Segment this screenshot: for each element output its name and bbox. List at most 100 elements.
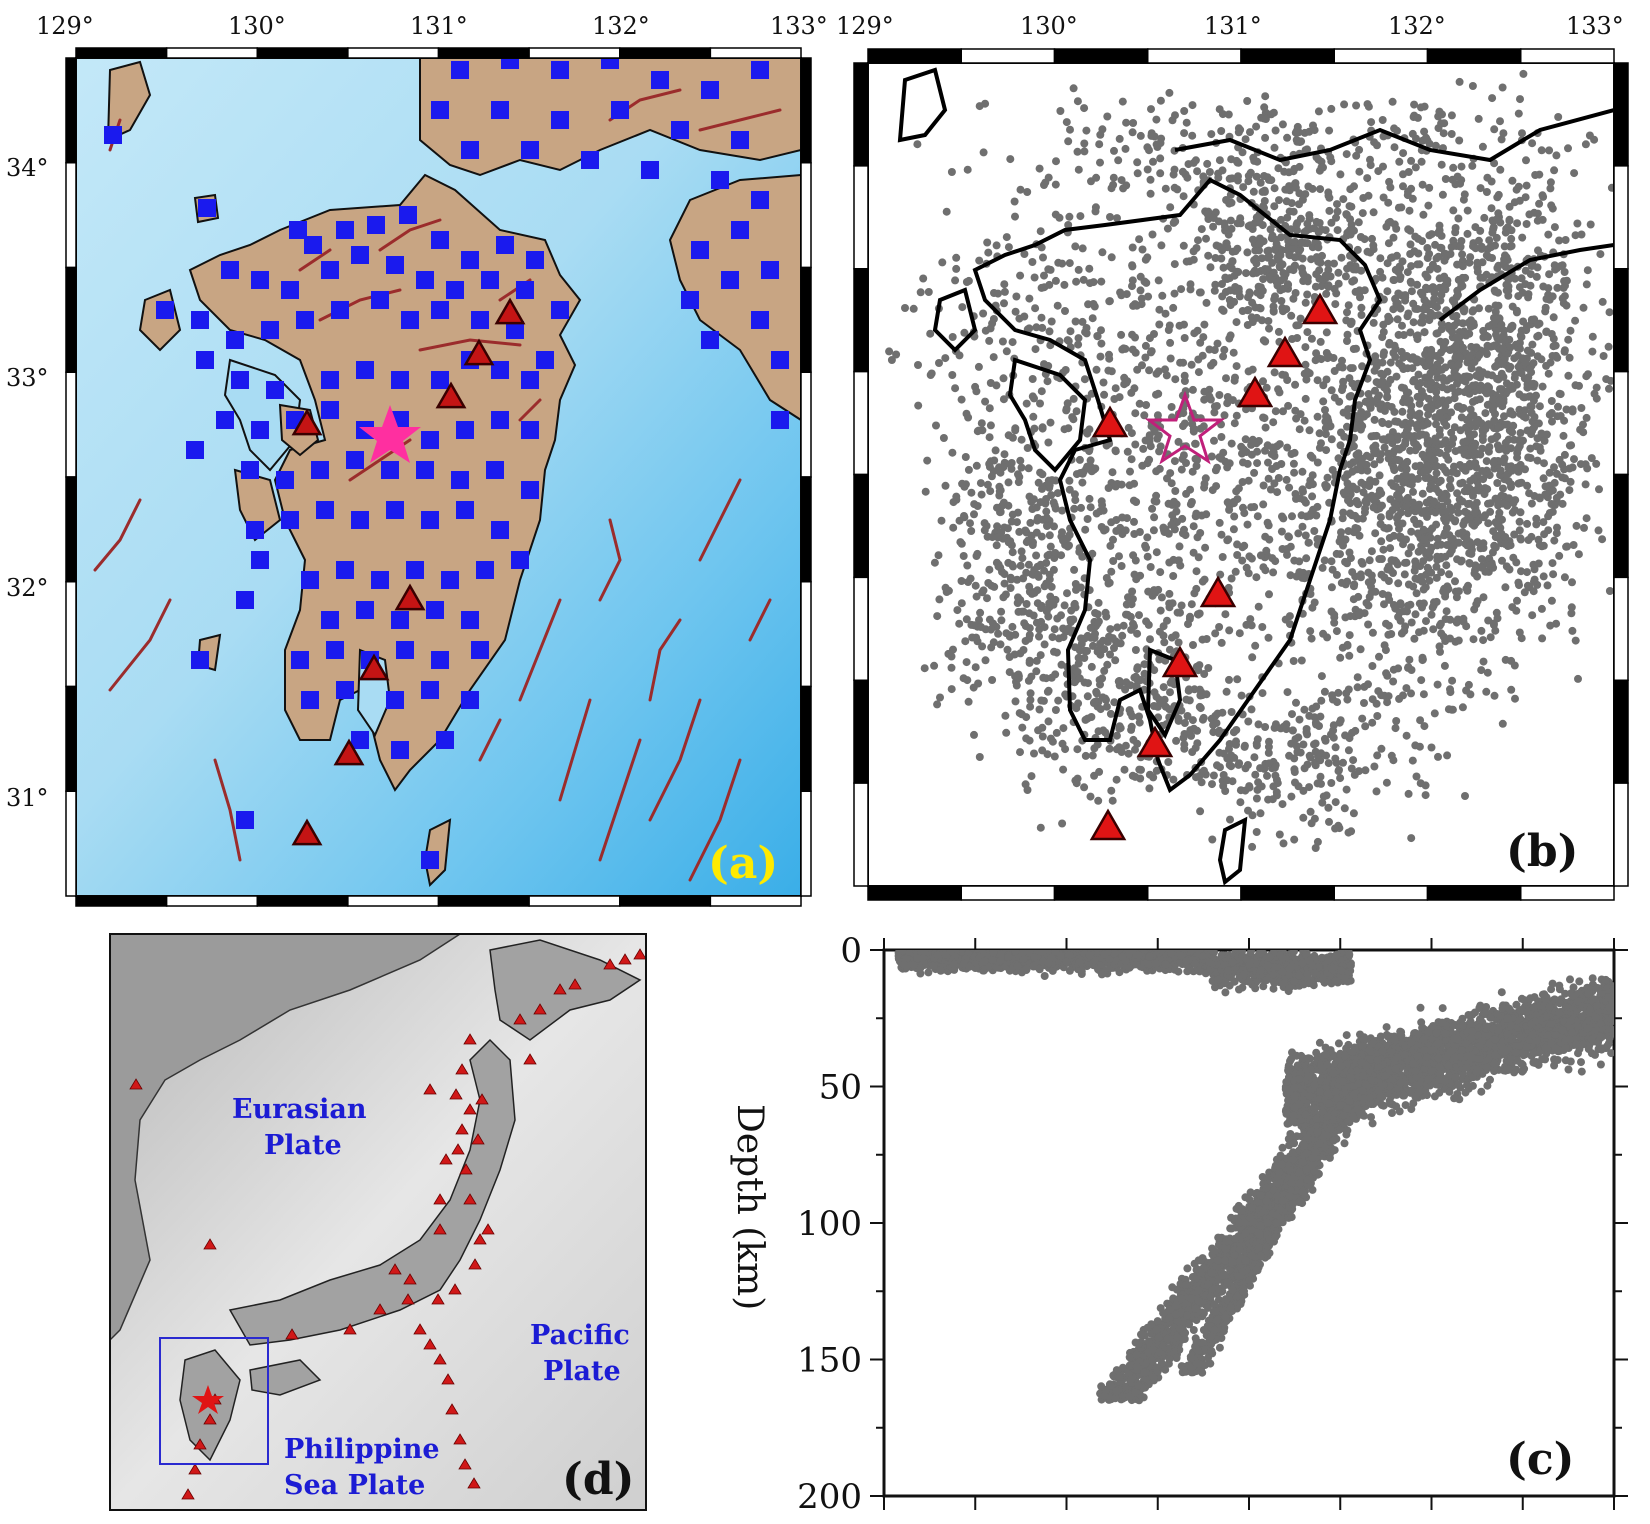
kyushu-coastline: [972, 177, 1383, 794]
scale-bar-segment: [709, 47, 802, 59]
event-point: [1379, 320, 1388, 329]
event-point: [1349, 809, 1358, 818]
event-point: [1457, 162, 1466, 171]
event-point: [1414, 382, 1423, 391]
event-point: [1270, 202, 1279, 211]
event-point: [1160, 526, 1168, 535]
event-point: [1141, 341, 1150, 350]
event-point: [951, 276, 960, 285]
station-marker: [396, 641, 414, 659]
event-point: [1147, 131, 1156, 140]
event-point: [1115, 552, 1123, 561]
event-point: [1556, 262, 1565, 270]
event-point: [1447, 705, 1456, 714]
event-point: [920, 664, 929, 673]
station-marker: [496, 236, 514, 254]
event-point: [1003, 645, 1012, 654]
event-point: [1337, 428, 1345, 437]
event-point: [1439, 632, 1448, 641]
station-marker: [401, 311, 419, 329]
event-point: [1545, 468, 1554, 477]
event-point: [1282, 197, 1291, 206]
event-point: [1165, 88, 1174, 97]
event-point: [1562, 542, 1571, 551]
event-point: [1246, 128, 1254, 137]
event-point: [1096, 352, 1105, 361]
event-point: [1482, 457, 1491, 466]
event-point: [1021, 622, 1030, 630]
event-point: [964, 465, 973, 474]
event-point: [1140, 277, 1149, 286]
event-point: [1418, 603, 1426, 612]
event-point: [1099, 636, 1108, 645]
event-point: [1518, 354, 1527, 363]
event-point: [1141, 436, 1150, 445]
event-point: [1287, 311, 1296, 320]
event-point: [1499, 344, 1507, 353]
event-point: [1605, 384, 1613, 393]
event-point: [1279, 284, 1288, 293]
event-point: [1238, 543, 1247, 552]
event-point: [1034, 478, 1043, 487]
epicenter-star-outline: [1144, 390, 1226, 465]
event-point: [1043, 687, 1052, 696]
event-point: [1030, 424, 1039, 433]
event-point: [1543, 581, 1552, 590]
event-point: [1378, 590, 1387, 598]
station-marker: [456, 501, 474, 519]
event-point: [1042, 513, 1051, 522]
event-point: [1357, 408, 1366, 416]
event-point: [1200, 320, 1209, 329]
event-point: [1166, 203, 1175, 212]
event-point: [1344, 828, 1353, 837]
event-point: [1552, 351, 1560, 360]
event-point: [1070, 504, 1079, 513]
event-point: [1128, 276, 1137, 285]
event-point: [1065, 476, 1074, 485]
event-point: [1038, 732, 1047, 741]
event-point: [1334, 688, 1343, 697]
event-point: [1019, 574, 1028, 583]
event-point: [1387, 751, 1396, 760]
japan-honshu: [228, 1038, 516, 1346]
event-point: [1149, 526, 1158, 535]
event-point: [1091, 609, 1100, 617]
event-point: [1033, 586, 1042, 595]
event-point: [1294, 321, 1303, 330]
event-point: [1519, 69, 1528, 78]
event-point: [1129, 119, 1138, 127]
event-point: [1432, 469, 1441, 478]
event-point: [1485, 236, 1494, 245]
event-point: [1412, 440, 1421, 449]
station-marker: [611, 101, 629, 119]
event-point: [1264, 633, 1273, 642]
event-point: [1147, 105, 1155, 114]
event-point: [1106, 709, 1115, 718]
station-marker: [701, 331, 719, 349]
event-point: [1055, 634, 1063, 643]
event-point: [1388, 253, 1397, 262]
event-point: [1085, 264, 1094, 273]
event-point: [935, 359, 943, 367]
event-point: [1416, 318, 1425, 327]
event-point: [985, 462, 994, 471]
event-point: [1233, 244, 1242, 253]
event-point: [1058, 259, 1067, 268]
event-point: [1339, 488, 1348, 497]
event-point: [1176, 358, 1185, 367]
event-point: [1123, 447, 1132, 456]
event-point: [1382, 778, 1391, 787]
event-point: [1235, 629, 1244, 638]
event-point: [1069, 84, 1078, 93]
event-point: [1117, 176, 1126, 185]
event-point: [1491, 301, 1500, 310]
event-point: [1430, 497, 1439, 506]
event-point: [1467, 549, 1476, 558]
event-point: [1149, 157, 1157, 166]
event-point: [1329, 721, 1338, 730]
event-point: [1307, 634, 1316, 643]
event-point: [1288, 512, 1296, 521]
event-point: [1436, 243, 1445, 252]
event-point: [1372, 378, 1381, 387]
event-point: [1170, 217, 1179, 226]
